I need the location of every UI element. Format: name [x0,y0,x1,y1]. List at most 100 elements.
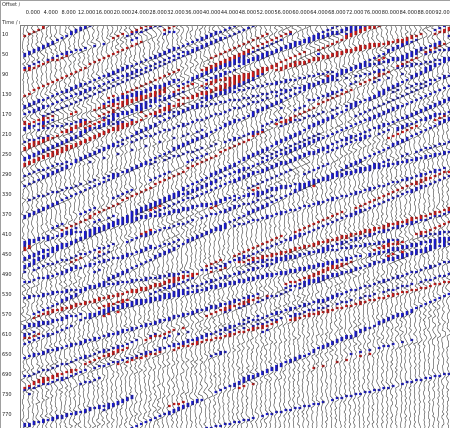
wiggle-trace [25,26,32,428]
wiggle-trace [327,26,335,428]
wiggle-trace [439,26,447,428]
positive-amplitude-fill [443,26,446,376]
wiggle-trace [267,26,274,428]
wiggle-trace [411,26,419,428]
positive-amplitude-fill [228,26,232,426]
x-tick-label: 56.000 [274,10,292,16]
x-tick-label: 12.000 [77,10,96,16]
wiggle-trace [374,26,381,428]
x-tick-label: 64.000 [310,10,328,16]
x-tick-label: 24.000 [131,10,149,16]
negative-amplitude-fill [200,68,204,344]
y-tick-label: 290 [2,172,12,178]
wiggle-trace [258,26,265,428]
wiggle-trace [416,26,423,428]
y-tick-label: 90 [2,72,9,78]
y-tick-label: 610 [2,332,12,338]
wiggle-trace [295,26,302,428]
negative-amplitude-fill [135,28,139,360]
wiggle-trace [272,26,279,428]
wiggle-trace [360,26,367,428]
wiggle-trace [304,26,311,428]
positive-amplitude-fill [303,38,306,408]
x-tick-label: 28.000 [149,10,167,16]
positive-amplitude-fill [289,32,292,412]
wiggle-trace [332,26,339,428]
amplitude-fill-layer [23,26,450,428]
negative-amplitude-fill [102,56,106,358]
negative-amplitude-fill [219,52,222,340]
x-tick-label: 92.000 [435,10,450,16]
wiggle-trace [253,26,260,428]
seismic-section[interactable] [21,26,450,428]
wiggle-trace [216,26,223,428]
wiggle-trace [141,26,148,428]
negative-amplitude-fill [405,36,409,294]
wiggle-trace [220,26,227,428]
wiggle-trace [178,26,186,428]
wiggle-trace [379,26,386,428]
x-axis: 0.000 4.000 8.000 12.000 16.000 20.000 24.000 2… [20,1,450,26]
positive-amplitude-fill [321,30,325,404]
wiggle-trace [402,26,409,428]
wiggle-trace [57,26,64,428]
wiggle-trace [248,26,255,428]
negative-amplitude-fill [247,40,250,332]
wiggle-trace [108,26,116,428]
wiggle-trace [164,26,172,428]
positive-amplitude-fill [158,26,162,418]
y-tick-label: 730 [2,392,12,398]
negative-amplitude-fill [214,54,218,340]
y-tick-label: 50 [2,52,9,58]
wiggle-trace [351,26,358,428]
y-tick-label: 170 [2,112,12,118]
wiggle-trace [225,26,232,428]
negative-amplitude-fill [396,38,400,296]
wiggle-trace [397,26,405,428]
negative-amplitude-fill [284,32,288,286]
wiggle-trace [309,26,316,428]
positive-amplitude-fill [46,42,50,422]
wiggle-trace [365,26,372,428]
wiggle-trace [99,26,106,428]
wiggle-trace [62,26,69,428]
wiggle-trace [43,26,50,428]
y-tick-label: 570 [2,312,12,318]
wiggle-trace [66,26,74,428]
negative-amplitude-fill [401,38,404,294]
x-tick-label: 48.000 [238,10,257,16]
y-tick-label: 210 [2,132,12,138]
y-tick-label: 370 [2,212,12,218]
wiggle-trace [136,26,144,428]
positive-amplitude-fill [102,42,106,412]
wiggle-trace [34,26,41,428]
negative-amplitude-fill [139,26,143,360]
positive-amplitude-fill [307,36,311,408]
wiggle-trace [29,26,36,428]
wiggle-trace [202,26,209,428]
wiggle-trace [337,26,344,428]
y-axis-title: Time / ms [2,20,27,26]
wiggle-trace [384,26,391,428]
wiggle-trace [104,26,111,428]
positive-amplitude-fill [69,30,73,416]
negative-amplitude-fill [233,46,236,336]
wiggle-trace [169,26,176,428]
wiggle-trace [243,26,251,428]
positive-amplitude-fill [284,44,288,412]
positive-amplitude-fill [265,44,269,416]
x-tick-label: 60.000 [292,10,310,16]
y-tick-label: 690 [2,372,12,378]
positive-amplitude-fill [111,70,115,408]
wiggle-trace [197,26,204,428]
wiggle-trace [206,26,214,428]
wiggle-trace [85,26,92,428]
wiggle-trace [393,26,400,428]
positive-amplitude-fill [130,32,134,428]
positive-amplitude-fill [247,26,250,422]
wiggle-trace [407,26,414,428]
wiggle-trace [239,26,246,428]
positive-amplitude-fill [107,72,111,410]
positive-amplitude-fill [429,44,432,380]
y-tick-label: 770 [2,412,12,418]
